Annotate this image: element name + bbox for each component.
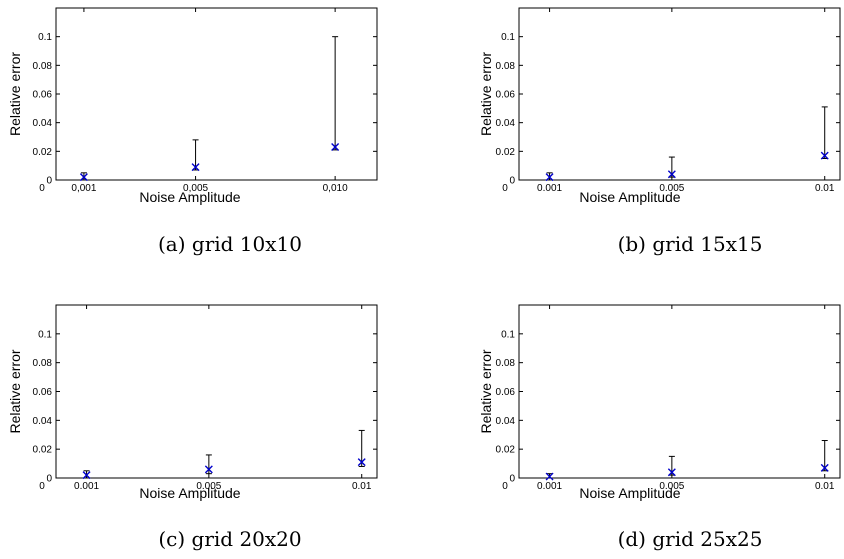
y-tick-label-a-5: 0.1 — [38, 32, 52, 43]
x-axis-label-c: Noise Amplitude — [139, 485, 240, 501]
x-tick-label-b-3: 0.01 — [815, 183, 835, 194]
subplot-c: 0 0.02 0.04 0.06 0.08 0.1 0 0.001 0.005 0.01 Noise… — [7, 304, 378, 501]
subplot-b: 0 0.02 0.04 0.06 0.08 0.1 0 0.001 0.005 0.01 Noise… — [478, 7, 841, 205]
data-point-a-0 — [79, 173, 88, 182]
x-tick-label-d-0: 0 — [502, 481, 508, 492]
caption-c: (c) grid 20x20 — [158, 527, 302, 551]
x-tick-label-a-2: 0,005 — [183, 183, 208, 194]
x-tick-label-d-3: 0.01 — [815, 481, 835, 492]
x-tick-label-c-3: 0.01 — [352, 481, 372, 492]
marker-stroke-b-b-0 — [545, 173, 554, 182]
y-tick-label-b-4: 0.08 — [496, 61, 516, 72]
x-axis-label-b: Noise Amplitude — [579, 189, 680, 205]
x-tick-label-b-1: 0.001 — [537, 183, 562, 194]
data-point-b-2 — [820, 151, 829, 160]
y-tick-label-a-1: 0.02 — [33, 147, 53, 158]
x-tick-label-c-1: 0.001 — [74, 481, 99, 492]
marker-stroke-b-a-1 — [191, 163, 200, 172]
data-point-a-2 — [331, 143, 340, 152]
data-point-b-1 — [667, 170, 676, 179]
caption-b: (b) grid 15x15 — [617, 232, 763, 256]
y-tick-label-b-2: 0.04 — [496, 118, 516, 129]
x-axis-label-d: Noise Amplitude — [579, 485, 680, 501]
y-tick-label-c-5: 0.1 — [38, 329, 52, 340]
y-tick-label-b-0: 0 — [509, 176, 515, 187]
subplot-d: 0 0.02 0.04 0.06 0.08 0.1 0 0.001 0.005 0.01 Noise… — [478, 304, 841, 501]
axes-box-d — [518, 304, 841, 479]
y-tick-label-d-3: 0.06 — [496, 387, 516, 398]
x-tick-label-a-1: 0,001 — [71, 183, 96, 194]
data-point-b-0 — [545, 173, 554, 182]
y-axis-label-d: Relative error — [478, 349, 494, 433]
marker-stroke-b-c-0 — [82, 471, 91, 480]
y-tick-label-c-2: 0.04 — [33, 416, 53, 427]
y-tick-label-d-0: 0 — [509, 474, 515, 485]
caption-d: (d) grid 25x25 — [617, 527, 763, 551]
marker-stroke-b-b-1 — [667, 170, 676, 179]
data-point-d-0 — [545, 472, 554, 481]
x-tick-label-a-0: 0 — [39, 183, 45, 194]
y-tick-label-a-2: 0.04 — [33, 118, 53, 129]
marker-stroke-b-b-2 — [820, 151, 829, 160]
data-point-c-0 — [82, 471, 91, 480]
axes-box-b — [518, 7, 841, 181]
y-tick-label-a-4: 0.08 — [33, 61, 53, 72]
x-tick-label-a-3: 0,010 — [323, 183, 348, 194]
y-tick-label-d-1: 0.02 — [496, 445, 516, 456]
y-tick-label-c-3: 0.06 — [33, 387, 53, 398]
marker-stroke-b-d-1 — [667, 468, 676, 477]
data-point-a-1 — [191, 163, 200, 172]
x-tick-label-c-2: 0.005 — [196, 481, 221, 492]
y-tick-label-c-0: 0 — [46, 474, 52, 485]
x-tick-label-d-1: 0.001 — [537, 481, 562, 492]
x-tick-label-b-0: 0 — [502, 183, 508, 194]
data-point-c-2 — [357, 458, 366, 467]
y-tick-label-b-3: 0.06 — [496, 90, 516, 101]
y-tick-label-a-3: 0.06 — [33, 90, 53, 101]
y-tick-label-c-4: 0.08 — [33, 358, 53, 369]
data-point-d-1 — [667, 468, 676, 477]
caption-a: (a) grid 10x10 — [158, 232, 302, 256]
subplot-a: 0 0.02 0.04 0.06 0.08 0.1 0 0,001 0,005 0,010 Nois… — [7, 7, 378, 205]
axes-box-a — [55, 7, 378, 181]
marker-stroke-b-c-1 — [204, 465, 213, 474]
y-axis-label-a: Relative error — [7, 52, 23, 136]
y-tick-label-b-1: 0.02 — [496, 147, 516, 158]
axes-box-c — [55, 304, 378, 479]
x-tick-label-d-2: 0.005 — [659, 481, 684, 492]
x-axis-label-a: Noise Amplitude — [139, 189, 240, 205]
marker-stroke-b-a-2 — [331, 143, 340, 152]
y-axis-label-c: Relative error — [7, 349, 23, 433]
x-tick-label-b-2: 0.005 — [659, 183, 684, 194]
marker-stroke-b-d-2 — [820, 463, 829, 472]
data-point-d-2 — [820, 463, 829, 472]
x-tick-label-c-0: 0 — [39, 481, 45, 492]
y-tick-label-d-2: 0.04 — [496, 416, 516, 427]
y-tick-label-d-4: 0.08 — [496, 358, 516, 369]
y-tick-label-c-1: 0.02 — [33, 445, 53, 456]
y-tick-label-a-0: 0 — [46, 176, 52, 187]
y-tick-label-d-5: 0.1 — [501, 329, 515, 340]
marker-stroke-b-a-0 — [79, 173, 88, 182]
y-tick-label-b-5: 0.1 — [501, 32, 515, 43]
marker-stroke-b-c-2 — [357, 458, 366, 467]
marker-stroke-b-d-0 — [545, 472, 554, 481]
y-axis-label-b: Relative error — [478, 52, 494, 136]
data-point-c-1 — [204, 465, 213, 474]
